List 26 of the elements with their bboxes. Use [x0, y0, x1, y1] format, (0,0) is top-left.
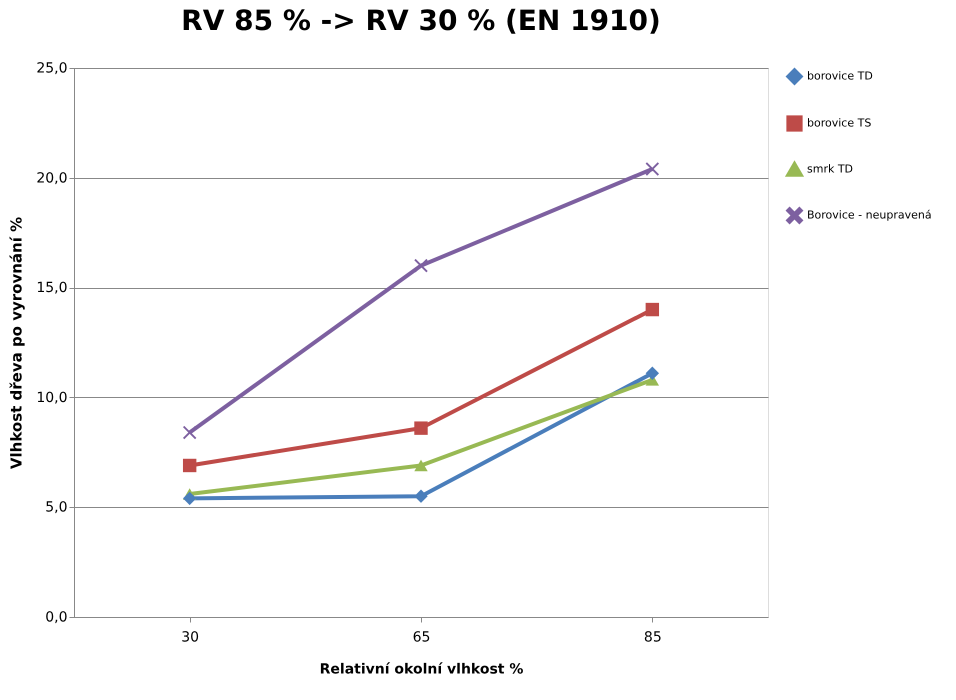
point: [646, 366, 660, 380]
legend-label: Borovice - neupravená: [807, 208, 932, 222]
point: [182, 458, 196, 472]
y-tick-label: 5,0: [45, 500, 68, 516]
point: [414, 258, 428, 272]
point: [182, 426, 196, 440]
point: [414, 490, 428, 503]
point: [182, 492, 196, 506]
x-axis-title: Relativní okolní vlhkost %: [320, 662, 524, 678]
y-tick-label: 10,0: [36, 390, 68, 406]
legend-label: borovice TD: [807, 70, 873, 82]
y-tick-label: 15,0: [36, 280, 68, 296]
x-tick-label: 65: [412, 630, 430, 646]
y-axis-title: Vlhkost dřeva po vyrovnání %: [7, 216, 26, 470]
x-tick-label: 85: [644, 630, 662, 646]
y-tick-label: 25,0: [36, 60, 68, 76]
legend-label: borovice TS: [807, 116, 872, 130]
point: [646, 302, 660, 316]
y-tick-label: 20,0: [36, 170, 68, 186]
legend-label: smrk TD: [807, 162, 854, 176]
point: [414, 421, 428, 435]
point: [646, 162, 660, 176]
chart-title: RV 85 % -> RV 30 % (EN 1910): [181, 4, 661, 37]
point: [414, 460, 428, 472]
y-tick-label: 0,0: [45, 610, 68, 626]
x-tick-label: 30: [181, 630, 200, 646]
